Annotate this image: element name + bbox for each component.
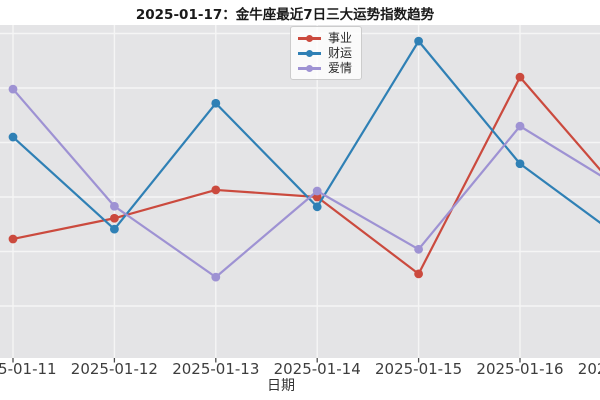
- legend-item-career: 事业: [298, 31, 352, 45]
- legend-label-love: 爱情: [328, 61, 353, 75]
- x-tick-label: 2025-01-16: [476, 360, 564, 378]
- marker-career: [211, 185, 221, 195]
- x-tick-label: 2025-01-13: [172, 360, 260, 378]
- x-tick-label: 2025-01-12: [70, 360, 158, 378]
- gridlines: [0, 25, 600, 358]
- chart-title: 2025-01-17：金牛座最近7日三大运势指数趋势: [135, 7, 435, 23]
- marker-wealth: [211, 98, 221, 108]
- legend-line-marker-icon: [298, 49, 321, 58]
- marker-wealth: [515, 159, 525, 169]
- marker-love: [110, 201, 119, 211]
- marker-career: [110, 213, 119, 223]
- legend-label-career: 事业: [328, 31, 353, 45]
- x-tick-label: 2025-01-15: [375, 360, 463, 378]
- legend: 事业 财运 爱情: [290, 26, 363, 80]
- x-axis-label: 日期: [267, 378, 295, 394]
- series-career: [8, 72, 600, 279]
- legend-item-love: 爱情: [298, 61, 352, 75]
- x-tick-label: 2025-01-17: [577, 360, 600, 378]
- marker-wealth: [312, 202, 322, 212]
- marker-wealth: [414, 36, 423, 46]
- legend-label-wealth: 财运: [328, 46, 353, 60]
- marker-career: [414, 269, 423, 279]
- x-tick-label: 2025-01-11: [0, 360, 57, 378]
- marker-love: [8, 84, 18, 94]
- series-love: [8, 84, 600, 282]
- x-tick-marks: [12, 358, 521, 363]
- series-wealth: [8, 36, 600, 234]
- marker-career: [8, 234, 18, 244]
- legend-line-marker-icon: [298, 34, 321, 43]
- marker-wealth: [8, 132, 18, 142]
- marker-love: [211, 272, 221, 282]
- legend-item-wealth: 财运: [298, 46, 352, 60]
- legend-line-marker-icon: [298, 64, 321, 73]
- plot-area: [0, 25, 600, 358]
- marker-love: [312, 186, 322, 196]
- marker-wealth: [110, 224, 119, 234]
- marker-love: [515, 121, 525, 131]
- marker-love: [414, 244, 423, 254]
- marker-career: [515, 72, 525, 82]
- x-tick-label: 2025-01-14: [273, 360, 361, 378]
